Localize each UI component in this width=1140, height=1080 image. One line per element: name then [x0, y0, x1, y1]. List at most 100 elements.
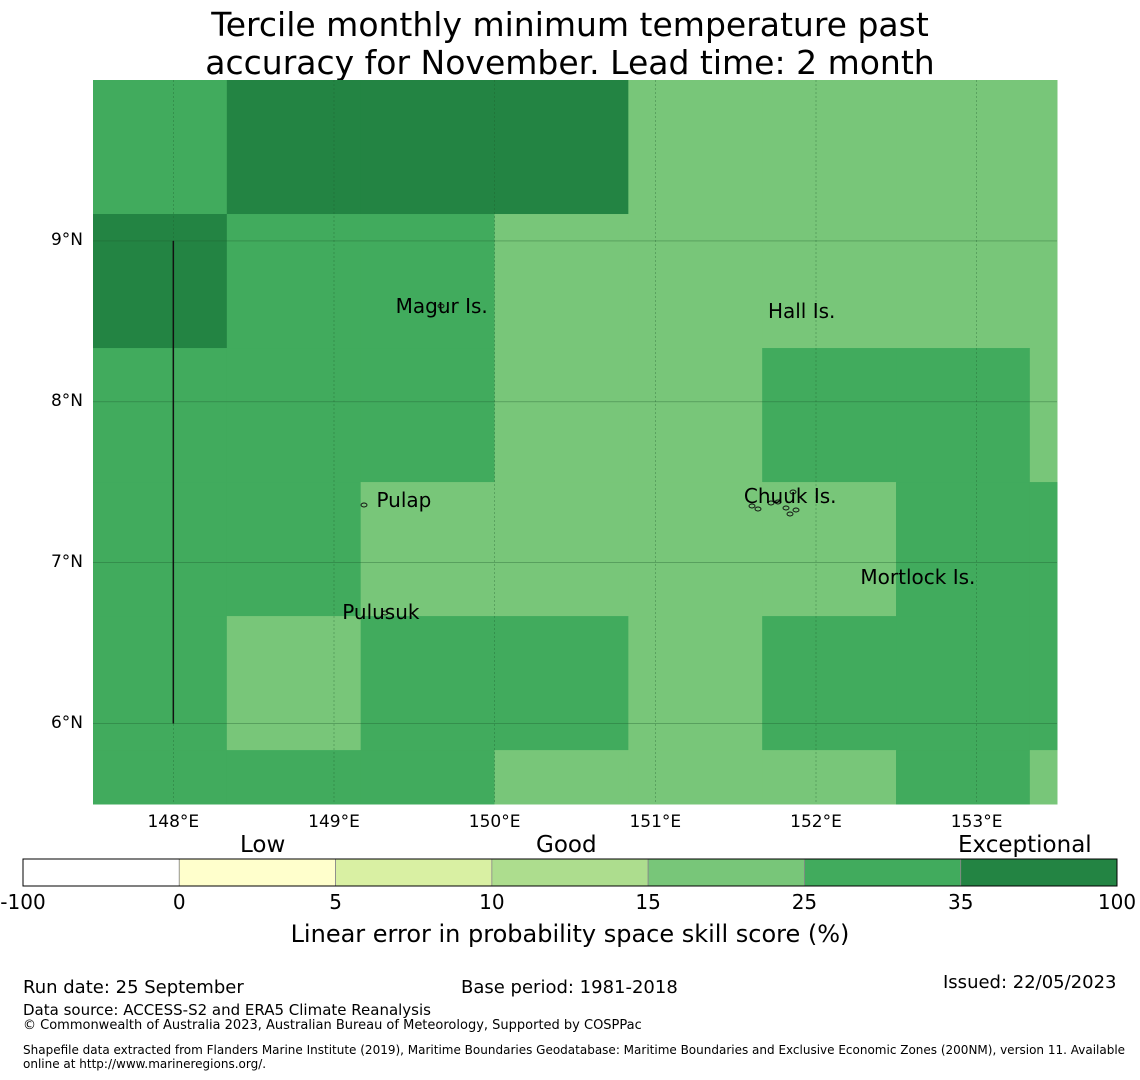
grid-cell — [93, 616, 228, 751]
colorbar-category-exceptional: Exceptional — [958, 832, 1092, 858]
copyright-notice: © Commonwealth of Australia 2023, Austra… — [23, 1018, 642, 1033]
grid-cell — [93, 750, 228, 805]
place-label-chuuk: Chuuk Is. — [743, 484, 837, 509]
colorbar-tick-label: 25 — [791, 890, 818, 914]
island-outlines — [360, 303, 800, 616]
colorbar-bin — [335, 858, 493, 887]
colorbar-tick-label: 10 — [479, 890, 505, 914]
place-label-pulusuk: Pulusuk — [342, 600, 420, 625]
lon-tick-label: 149°E — [308, 812, 360, 832]
grid-cell — [226, 750, 362, 805]
grid-cell — [226, 348, 362, 483]
lat-tick-label: 7°N — [50, 551, 83, 572]
grid-cell — [1029, 80, 1058, 215]
grid-cell — [628, 750, 763, 805]
grid-cell — [494, 750, 629, 805]
lat-tick-label: 8°N — [50, 390, 83, 411]
run-date: Run date: 25 September — [23, 977, 244, 998]
grid-cell — [896, 348, 1031, 483]
grid-cell — [896, 80, 1031, 215]
shapefile-credit-line-1: Shapefile data extracted from Flanders M… — [23, 1043, 1126, 1057]
island-outline — [782, 505, 790, 511]
grid-cell — [93, 482, 228, 617]
base-period: Base period: 1981-2018 — [461, 977, 678, 998]
grid-cell — [628, 348, 763, 483]
colorbar-bin — [960, 858, 1118, 887]
grid-cell — [896, 616, 1031, 751]
island-outline — [789, 489, 797, 495]
grid-cell — [628, 482, 763, 617]
grid-cell — [360, 616, 496, 751]
place-label-mortlock: Mortlock Is. — [860, 564, 976, 589]
lon-tick-label: 148°E — [147, 812, 200, 832]
grid-cell — [1029, 616, 1058, 751]
island-outline — [786, 511, 794, 517]
place-label-hall: Hall Is. — [767, 299, 836, 324]
grid-cell — [226, 80, 362, 215]
colorbar-tick-label: 35 — [947, 890, 974, 914]
colorbar-bin — [647, 858, 805, 887]
island-outline — [754, 506, 762, 512]
colorbar-bin — [22, 858, 180, 887]
grid-cell — [762, 750, 897, 805]
grid-cell — [896, 482, 1031, 617]
grid-cell — [1029, 482, 1058, 617]
grid-cell — [762, 616, 897, 751]
place-label-magur: Magur Is. — [395, 294, 488, 319]
island-outline — [774, 499, 782, 505]
grid-cell — [494, 482, 629, 617]
colorbar-tick-label: 15 — [635, 890, 661, 914]
lat-tick-label: 9°N — [50, 229, 83, 250]
colorbar-tick-label: 5 — [329, 890, 342, 914]
lon-tick-label: 153°E — [950, 812, 1003, 832]
grid-cell — [360, 214, 496, 349]
colorbar-tick-label: 100 — [1097, 890, 1137, 914]
grid-cell — [494, 214, 629, 349]
lon-tick-label: 151°E — [629, 812, 682, 832]
colorbar-bin — [178, 858, 336, 887]
issued-date: Issued: 22/05/2023 — [943, 972, 1117, 993]
grid-cell — [762, 348, 897, 483]
map-title-line-1: Tercile monthly minimum temperature past — [211, 5, 929, 44]
grid-cell — [93, 214, 228, 349]
grid-cell — [1029, 214, 1058, 349]
data-source: Data source: ACCESS-S2 and ERA5 Climate … — [23, 1001, 431, 1019]
island-outline — [381, 610, 389, 616]
map-title-line-2: accuracy for November. Lead time: 2 mont… — [205, 43, 935, 82]
grid-cell — [226, 214, 362, 349]
grid-cell — [1029, 750, 1058, 805]
grid-cell — [226, 482, 362, 617]
lon-tick-label: 150°E — [468, 812, 521, 832]
map-title: Tercile monthly minimum temperature past… — [0, 6, 1140, 82]
colorbar-bin — [804, 858, 962, 887]
skill-grid — [93, 80, 1058, 805]
colorbar — [22, 858, 1118, 887]
grid-cell — [628, 80, 763, 215]
grid-cell — [1029, 348, 1058, 483]
grid-cell — [360, 348, 496, 483]
grid-cell — [226, 616, 362, 751]
island-outline — [437, 303, 445, 309]
colorbar-category-low: Low — [240, 832, 286, 858]
grid-cell — [628, 214, 763, 349]
grid-cell — [93, 80, 228, 215]
shapefile-credit-line-2: online at http://www.marineregions.org/. — [23, 1057, 267, 1071]
island-outline — [767, 500, 775, 506]
grid-cell — [628, 616, 763, 751]
grid-cell — [762, 80, 897, 215]
grid-cell — [896, 750, 1031, 805]
grid-cell — [360, 80, 496, 215]
island-outline — [748, 503, 756, 509]
colorbar-category-good: Good — [536, 832, 597, 858]
colorbar-bin — [491, 858, 649, 887]
colorbar-frame — [22, 858, 1118, 887]
grid-cell — [762, 214, 897, 349]
graticule — [93, 80, 1057, 804]
grid-cell — [360, 482, 496, 617]
grid-cell — [93, 348, 228, 483]
place-label-pulap: Pulap — [376, 487, 432, 512]
colorbar-tick-label: -100 — [0, 890, 46, 914]
grid-cell — [360, 750, 496, 805]
colorbar-tick-label: 0 — [172, 890, 186, 914]
